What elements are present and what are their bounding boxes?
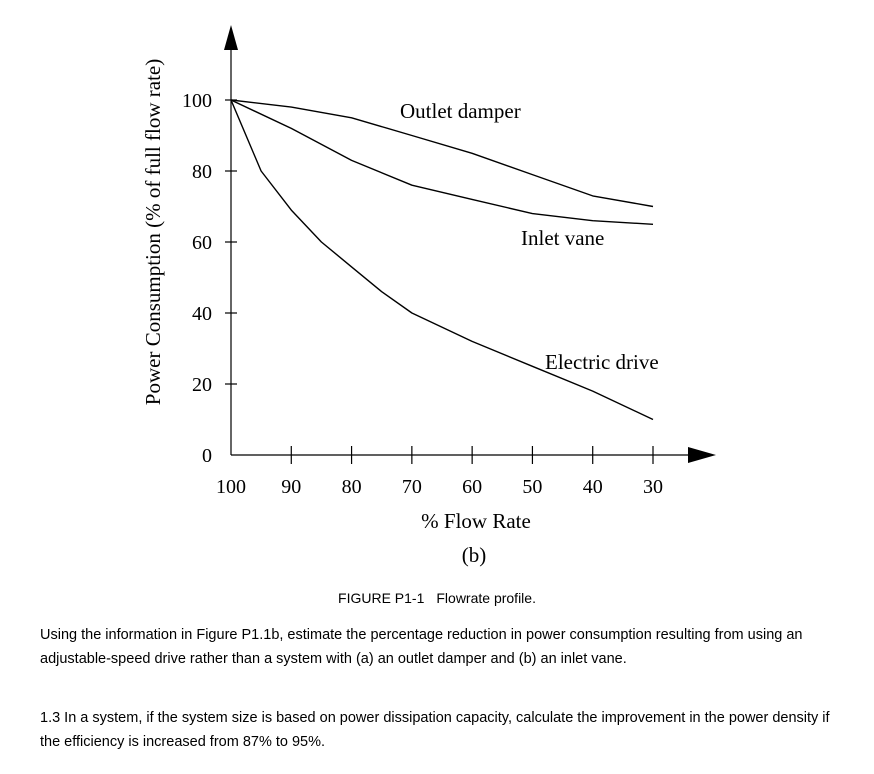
series-lines bbox=[230, 99, 654, 421]
x-tick-label: 40 bbox=[583, 476, 603, 498]
series-line-inlet-vane bbox=[230, 99, 654, 225]
problem-1-3-paragraph: 1.3 In a system, if the system size is b… bbox=[40, 710, 830, 750]
y-tick-label: 20 bbox=[192, 374, 212, 396]
y-tick-label: 60 bbox=[192, 232, 212, 254]
x-tick-label: 30 bbox=[643, 476, 663, 498]
x-tick-label: 80 bbox=[342, 476, 362, 498]
series-line-electric-drive bbox=[230, 99, 654, 421]
y-ticks: 0 20 40 60 80 100 bbox=[182, 90, 237, 467]
y-tick-label: 80 bbox=[192, 161, 212, 183]
figure-sublabel: (b) bbox=[462, 543, 487, 567]
series-label-electric-drive: Electric drive bbox=[545, 350, 659, 374]
x-tick-label: 100 bbox=[216, 476, 246, 498]
y-tick-label: 40 bbox=[192, 303, 212, 325]
y-axis-arrow bbox=[224, 25, 238, 50]
y-axis-label: Power Consumption (% of full flow rate) bbox=[141, 59, 165, 405]
series-label-outlet-damper: Outlet damper bbox=[400, 99, 521, 123]
x-axis-arrow bbox=[688, 447, 716, 463]
x-axis-label: % Flow Rate bbox=[421, 509, 531, 533]
x-tick-label: 70 bbox=[402, 476, 422, 498]
question-paragraph: Using the information in Figure P1.1b, e… bbox=[40, 627, 803, 667]
flowrate-chart: Power Consumption (% of full flow rate) … bbox=[141, 25, 716, 567]
series-line-outlet-damper bbox=[230, 99, 654, 208]
figure-caption: FIGURE P1-1 Flowrate profile. bbox=[0, 590, 874, 606]
x-ticks: 100 90 80 70 60 50 40 30 bbox=[216, 446, 663, 498]
x-tick-label: 90 bbox=[281, 476, 301, 498]
x-tick-label: 60 bbox=[462, 476, 482, 498]
figure-caption-text: Flowrate profile. bbox=[436, 590, 536, 606]
y-tick-label: 100 bbox=[182, 90, 212, 112]
figure-number: FIGURE P1-1 bbox=[338, 590, 425, 606]
series-label-inlet-vane: Inlet vane bbox=[521, 226, 604, 250]
y-tick-label: 0 bbox=[202, 445, 212, 467]
x-tick-label: 50 bbox=[522, 476, 542, 498]
